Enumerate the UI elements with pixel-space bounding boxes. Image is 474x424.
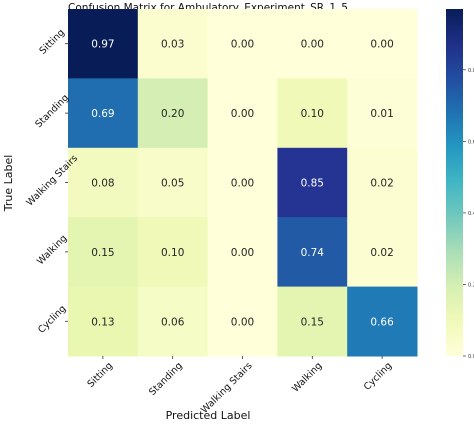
heatmap-cell [137, 9, 209, 79]
cell-value-label: 0.97 [91, 39, 114, 51]
cell-value-label: 0.00 [231, 178, 254, 190]
cell-value-label: 0.10 [161, 247, 184, 259]
y-axis-label: True Label [2, 155, 15, 213]
cell-value-label: 0.06 [161, 316, 185, 328]
x-tick-label: Walking [290, 360, 324, 394]
heatmap-cell [277, 9, 348, 79]
heatmap-cell [68, 78, 139, 149]
cell-value-label: 0.00 [231, 108, 254, 120]
y-tick-label: Sitting [37, 27, 67, 57]
cell-value-label: 0.66 [370, 316, 394, 328]
colorbar [446, 9, 463, 356]
heatmap-cell [137, 217, 209, 288]
heatmap-cell [277, 217, 348, 288]
heatmap-cell [137, 286, 209, 357]
heatmap-cell [207, 78, 278, 149]
cell-value-labels: 0.97 0.03 0.00 0.00 0.00 0.69 0.20 0.00 0.10 0.01… [91, 39, 394, 329]
cell-value-label: 0.74 [301, 247, 325, 259]
x-axis-ticks: Sitting Standing Walking Stairs Walking Cycl… [85, 356, 394, 416]
cell-value-label: 0.10 [301, 108, 324, 120]
cell-value-label: 0.08 [91, 178, 114, 190]
cell-value-label: 0.15 [301, 316, 324, 328]
heatmap-cell [137, 147, 209, 218]
cell-value-label: 0.01 [370, 108, 393, 120]
cell-value-label: 0.13 [91, 316, 114, 328]
x-tick-label: Standing [147, 360, 185, 398]
heatmap-cell [68, 217, 139, 288]
y-tick-label: Walking [35, 233, 69, 267]
heatmap-cell [277, 286, 348, 357]
heatmap-cell [277, 147, 348, 218]
colorbar-tick-label: 0.0 [468, 354, 474, 360]
cell-value-label: 0.00 [231, 39, 254, 51]
cell-value-label: 0.02 [370, 247, 393, 259]
y-tick-label: Standing [33, 92, 71, 130]
heatmap-cell [347, 217, 418, 288]
cell-value-label: 0.00 [231, 247, 254, 259]
colorbar-tick-label: 0.6 [468, 139, 474, 145]
heatmap-cell [347, 147, 418, 218]
heatmap-cell [207, 9, 278, 79]
heatmap-cell [347, 9, 418, 79]
cell-value-label: 0.03 [161, 39, 184, 51]
colorbar-tick-label: 0.2 [468, 282, 474, 288]
cell-value-label: 0.00 [231, 316, 254, 328]
heatmap-cell [347, 286, 418, 357]
cell-value-label: 0.15 [91, 247, 114, 259]
x-tick-label: Cycling [362, 360, 394, 392]
heatmap-cell [207, 286, 278, 357]
heatmap-cell [347, 78, 418, 149]
y-tick-label: Cycling [36, 303, 68, 335]
x-axis-label: Predicted Label [166, 409, 251, 422]
cell-value-label: 0.05 [161, 178, 184, 190]
cell-value-label: 0.69 [91, 108, 114, 120]
cell-value-label: 0.00 [301, 39, 324, 51]
colorbar-tick-label: 0.8 [468, 68, 474, 74]
heatmap-cell [68, 147, 139, 218]
heatmap-cell [207, 217, 278, 288]
colorbar-ticks: 0.0 0.2 0.4 0.6 0.8 [463, 68, 474, 360]
heatmap-cell [207, 147, 278, 218]
cell-value-label: 0.20 [161, 108, 184, 120]
cell-value-label: 0.02 [370, 178, 393, 190]
cell-value-label: 0.85 [301, 178, 324, 190]
colorbar-tick-label: 0.4 [468, 211, 474, 217]
heatmap-cell [277, 78, 348, 149]
heatmap-cells [68, 9, 418, 357]
x-tick-label: Sitting [85, 360, 115, 390]
x-tick-label: Walking Stairs [199, 360, 255, 416]
cell-value-label: 0.00 [370, 39, 393, 51]
heatmap-cell [137, 78, 209, 149]
heatmap-cell [68, 9, 139, 79]
heatmap-cell [68, 286, 139, 357]
